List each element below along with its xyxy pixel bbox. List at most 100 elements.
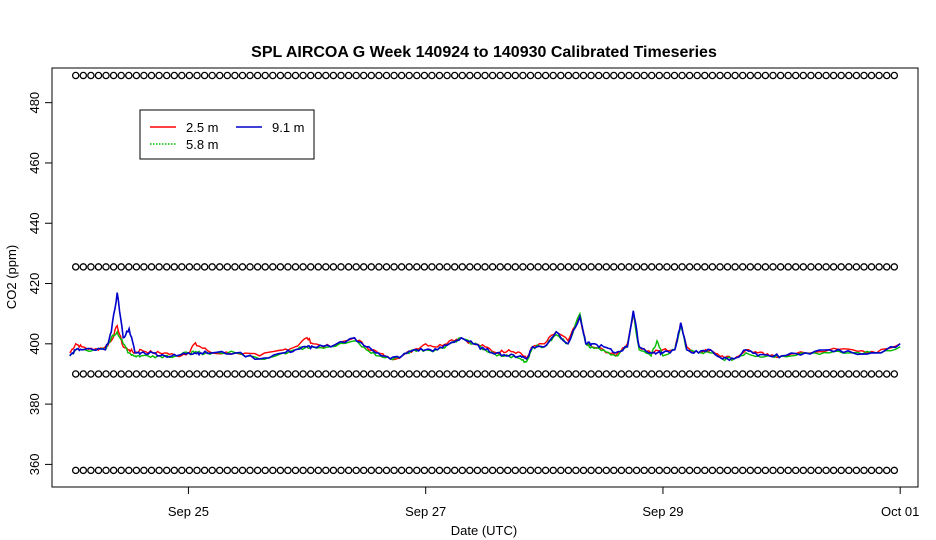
marker-point xyxy=(579,263,588,271)
marker-point xyxy=(466,370,474,378)
marker-point xyxy=(359,263,368,271)
marker-point xyxy=(860,263,868,271)
marker-point xyxy=(200,370,209,378)
marker-point xyxy=(610,263,618,271)
marker-point xyxy=(882,263,891,271)
marker-point xyxy=(231,466,239,475)
marker-point xyxy=(496,466,504,475)
marker-point xyxy=(791,263,800,271)
marker-point xyxy=(337,466,345,475)
marker-point xyxy=(678,370,686,378)
marker-point xyxy=(852,71,861,80)
marker-point xyxy=(610,71,618,80)
marker-point xyxy=(534,71,542,80)
marker-point xyxy=(322,370,330,378)
marker-point xyxy=(329,466,338,475)
marker-point xyxy=(329,71,338,80)
marker-point xyxy=(557,71,565,80)
marker-point xyxy=(769,263,777,271)
marker-point xyxy=(382,263,391,271)
marker-point xyxy=(125,71,133,80)
marker-point xyxy=(822,263,830,271)
marker-point xyxy=(443,71,451,80)
marker-point xyxy=(231,263,239,271)
marker-point xyxy=(685,466,694,475)
marker-point xyxy=(617,370,626,378)
marker-point xyxy=(299,466,307,475)
marker-point xyxy=(579,466,588,475)
marker-point xyxy=(261,466,269,475)
marker-point xyxy=(215,71,224,80)
marker-point xyxy=(594,263,603,271)
legend-label-2-5m: 2.5 m xyxy=(186,120,219,135)
marker-point xyxy=(87,263,95,271)
marker-point xyxy=(829,466,838,475)
plot-frame xyxy=(51,67,919,488)
marker-point xyxy=(450,263,459,271)
marker-point xyxy=(890,370,899,378)
marker-point xyxy=(678,71,686,80)
marker-point xyxy=(79,263,88,271)
marker-point xyxy=(306,71,315,80)
marker-point xyxy=(610,370,618,378)
marker-point xyxy=(162,466,171,475)
marker-point xyxy=(807,71,815,80)
marker-point xyxy=(852,466,861,475)
marker-point xyxy=(875,466,883,475)
marker-point xyxy=(867,370,876,378)
marker-point xyxy=(178,370,186,378)
marker-point xyxy=(541,263,550,271)
marker-point xyxy=(481,466,489,475)
marker-point xyxy=(413,466,421,475)
marker-point xyxy=(170,370,179,378)
marker-point xyxy=(716,263,724,271)
marker-point xyxy=(761,466,770,475)
marker-point xyxy=(867,263,876,271)
marker-point xyxy=(200,466,209,475)
marker-point xyxy=(701,71,709,80)
marker-point xyxy=(473,71,482,80)
x-tick-label-0: Sep 25 xyxy=(168,504,209,519)
marker-point xyxy=(375,370,383,378)
marker-point xyxy=(276,466,285,475)
marker-point xyxy=(503,466,512,475)
marker-point xyxy=(443,263,451,271)
marker-point xyxy=(352,370,360,378)
marker-point xyxy=(549,466,557,475)
marker-point xyxy=(397,466,406,475)
marker-point xyxy=(761,370,770,378)
marker-point xyxy=(208,71,216,80)
marker-point xyxy=(632,370,641,378)
marker-point xyxy=(526,466,535,475)
marker-point xyxy=(375,71,383,80)
marker-point xyxy=(87,466,95,475)
marker-point xyxy=(344,71,353,80)
marker-point xyxy=(473,466,482,475)
marker-point xyxy=(208,466,216,475)
marker-point xyxy=(655,263,664,271)
marker-point xyxy=(731,466,739,475)
marker-point xyxy=(405,370,413,378)
marker-point xyxy=(117,466,125,475)
marker-point xyxy=(223,466,232,475)
marker-point xyxy=(162,71,171,80)
marker-point xyxy=(208,263,216,271)
marker-point xyxy=(125,466,133,475)
marker-point xyxy=(647,263,656,271)
marker-point xyxy=(238,71,247,80)
marker-point xyxy=(215,263,224,271)
marker-point xyxy=(670,466,679,475)
y-tick-label-380: 380 xyxy=(27,393,42,415)
marker-point xyxy=(428,71,436,80)
marker-point xyxy=(397,370,406,378)
marker-point xyxy=(754,71,762,80)
marker-point xyxy=(125,263,133,271)
marker-point xyxy=(746,370,755,378)
y-tick-label-400: 400 xyxy=(27,333,42,355)
marker-point xyxy=(693,71,701,80)
marker-point xyxy=(261,370,269,378)
marker-point xyxy=(640,71,648,80)
marker-point xyxy=(170,263,179,271)
marker-point xyxy=(860,71,868,80)
marker-point xyxy=(814,466,823,475)
